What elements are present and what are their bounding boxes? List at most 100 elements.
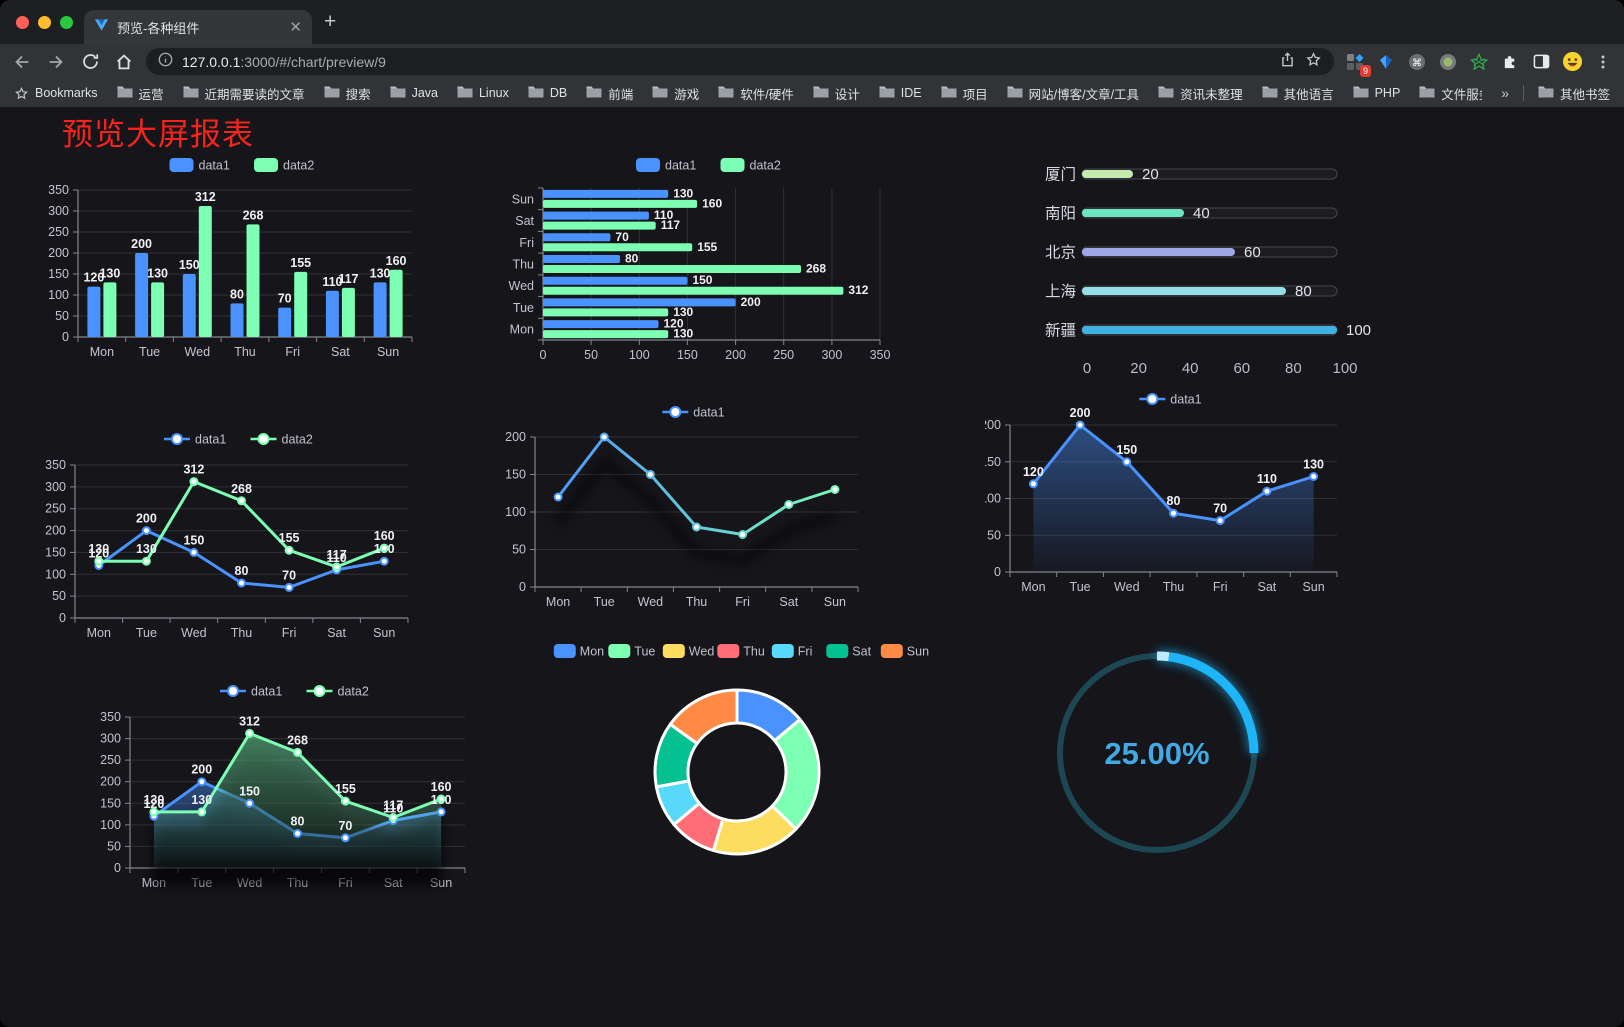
- bookmark-folder[interactable]: 项目: [941, 84, 988, 103]
- svg-text:80: 80: [1295, 283, 1312, 300]
- folder-icon: [324, 85, 340, 101]
- svg-text:50: 50: [52, 589, 66, 603]
- bookmark-folder[interactable]: Linux: [457, 85, 509, 101]
- bookmark-folder[interactable]: Java: [390, 85, 438, 101]
- area-line-chart-two-series[interactable]: 0 50 100 150 200 250 300 350 Mon Tue Wed Thu Fri Sat S…: [95, 679, 485, 994]
- svg-text:268: 268: [806, 262, 826, 276]
- horizontal-bar-chart[interactable]: 0 50 100 150 200 250 300 350 Mon Tue Wed Thu Fri Sat S…: [505, 147, 895, 412]
- svg-text:155: 155: [335, 782, 356, 796]
- svg-text:Fri: Fri: [735, 595, 750, 609]
- bookmark-folder[interactable]: 设计: [813, 84, 860, 103]
- forward-icon[interactable]: [44, 50, 68, 74]
- svg-text:0: 0: [1083, 360, 1091, 377]
- bookmark-folder[interactable]: 软件/硬件: [718, 84, 794, 103]
- bookmark-folder[interactable]: PHP: [1353, 85, 1400, 101]
- folder-icon: [813, 85, 829, 101]
- svg-text:312: 312: [183, 463, 204, 477]
- grouped-bar-chart[interactable]: 0 50 100 150 200 250 300 350 Mon Tue Wed Thu Fri Sat S…: [40, 145, 430, 405]
- svg-text:Wed: Wed: [1114, 580, 1140, 594]
- svg-text:150: 150: [45, 545, 66, 559]
- svg-text:40: 40: [1193, 205, 1210, 222]
- record-circle-icon[interactable]: [1437, 51, 1459, 73]
- svg-text:110: 110: [322, 275, 342, 289]
- other-bookmarks[interactable]: 其他书签: [1538, 84, 1610, 103]
- vue-logo-icon: [94, 18, 109, 37]
- close-window-button[interactable]: [16, 16, 29, 29]
- svg-text:120: 120: [83, 271, 104, 285]
- bookmark-folder[interactable]: 运营: [117, 84, 164, 103]
- line-chart-two-series[interactable]: 0 50 100 150 200 250 300 350 Mon Tue Wed Thu Fri Sat S…: [40, 427, 420, 742]
- extensions-row: 9 ⌘: [1344, 51, 1614, 77]
- bookmark-star-icon[interactable]: [1305, 51, 1322, 73]
- svg-text:200: 200: [131, 237, 152, 251]
- bookmark-folder[interactable]: 游戏: [652, 84, 699, 103]
- bookmark-folder[interactable]: 搜索: [324, 84, 371, 103]
- svg-text:Sat: Sat: [327, 626, 346, 640]
- folder-icon: [718, 85, 734, 101]
- svg-text:120: 120: [1023, 465, 1044, 479]
- zoom-window-button[interactable]: [60, 16, 73, 29]
- minimize-window-button[interactable]: [38, 16, 51, 29]
- bookmark-folder[interactable]: 近期需要读的文章: [183, 84, 305, 103]
- folder-icon: [879, 85, 895, 101]
- bookmark-folder[interactable]: 前端: [586, 84, 633, 103]
- puzzle-icon[interactable]: [1499, 51, 1521, 73]
- emoji-avatar-icon[interactable]: [1561, 51, 1583, 73]
- bookmark-folder[interactable]: IDE: [879, 85, 922, 101]
- svg-text:上海: 上海: [1045, 283, 1076, 301]
- progress-bar-chart[interactable]: 厦门 20 南阳 40 北京 60 上海 80 新疆 100 0 20 40 60 80 100: [1000, 152, 1390, 397]
- svg-text:200: 200: [741, 295, 761, 309]
- svg-text:110: 110: [1257, 472, 1277, 486]
- browser-tab[interactable]: 预览-各种组件 ✕: [84, 10, 312, 44]
- sidebar-icon[interactable]: [1530, 51, 1552, 73]
- bookmark-folder[interactable]: 网站/博客/文章/工具: [1007, 84, 1139, 103]
- svg-text:300: 300: [100, 732, 121, 746]
- donut-chart[interactable]: Mon Tue Wed Thu Fri Sat Sun: [545, 635, 935, 880]
- home-icon[interactable]: [112, 50, 136, 74]
- svg-text:120: 120: [88, 547, 109, 561]
- svg-text:Wed: Wed: [509, 279, 535, 293]
- svg-text:150: 150: [985, 455, 1001, 469]
- svg-text:130: 130: [673, 305, 693, 319]
- green-star-icon[interactable]: [1468, 51, 1490, 73]
- bookmarks-manager[interactable]: Bookmarks: [14, 86, 98, 101]
- svg-text:130: 130: [136, 542, 157, 556]
- bookmark-folder[interactable]: DB: [528, 85, 567, 101]
- bookmark-folder[interactable]: 资讯未整理: [1158, 84, 1243, 103]
- svg-text:Sun: Sun: [907, 645, 929, 659]
- svg-text:0: 0: [519, 580, 526, 594]
- menu-kebab-icon[interactable]: [1592, 51, 1614, 73]
- url-text[interactable]: 127.0.0.1:3000/#/chart/preview/9: [182, 53, 386, 70]
- svg-text:data1: data1: [665, 159, 696, 173]
- svg-text:350: 350: [870, 348, 891, 362]
- tab-close-icon[interactable]: ✕: [289, 19, 302, 36]
- address-bar[interactable]: 127.0.0.1:3000/#/chart/preview/9: [146, 48, 1334, 75]
- svg-text:Sat: Sat: [852, 645, 871, 659]
- apps-grid-icon[interactable]: 9: [1344, 51, 1371, 77]
- site-info-icon[interactable]: [158, 52, 173, 72]
- area-line-chart[interactable]: 0 50 100 150 200 Mon Tue Wed Thu Fri Sat Sun 120 200 1…: [980, 388, 1355, 698]
- kite-icon[interactable]: [1375, 51, 1397, 73]
- folder-icon: [528, 85, 544, 101]
- new-tab-icon[interactable]: +: [324, 10, 337, 33]
- bookmark-folder[interactable]: 文件服务器: [1419, 84, 1482, 103]
- share-icon[interactable]: [1279, 51, 1296, 73]
- svg-text:130: 130: [191, 793, 212, 807]
- svg-text:25.00%: 25.00%: [1104, 736, 1209, 771]
- command-circle-icon[interactable]: ⌘: [1406, 51, 1428, 73]
- svg-text:60: 60: [1233, 360, 1250, 377]
- bookmark-folder[interactable]: 其他语言: [1262, 84, 1334, 103]
- svg-text:117: 117: [338, 272, 358, 286]
- svg-text:150: 150: [239, 784, 260, 798]
- back-icon[interactable]: [10, 50, 34, 74]
- gauge-chart[interactable]: 25.00%: [1040, 640, 1275, 875]
- extension-badge: 9: [1359, 64, 1371, 77]
- svg-text:Sat: Sat: [515, 214, 534, 228]
- svg-text:117: 117: [661, 218, 681, 232]
- bookmarks-overflow-chevron[interactable]: »: [1501, 85, 1509, 101]
- reload-icon[interactable]: [78, 50, 102, 74]
- svg-text:110: 110: [383, 802, 403, 816]
- gradient-line-chart[interactable]: 0 50 100 150 200 Mon Tue Wed Thu Fri Sat Sun data1: [505, 400, 890, 715]
- page-content: 预览大屏报表 0 50 100 150 200 250 300 350 Mon Tue Wed Thu…: [0, 107, 1624, 1027]
